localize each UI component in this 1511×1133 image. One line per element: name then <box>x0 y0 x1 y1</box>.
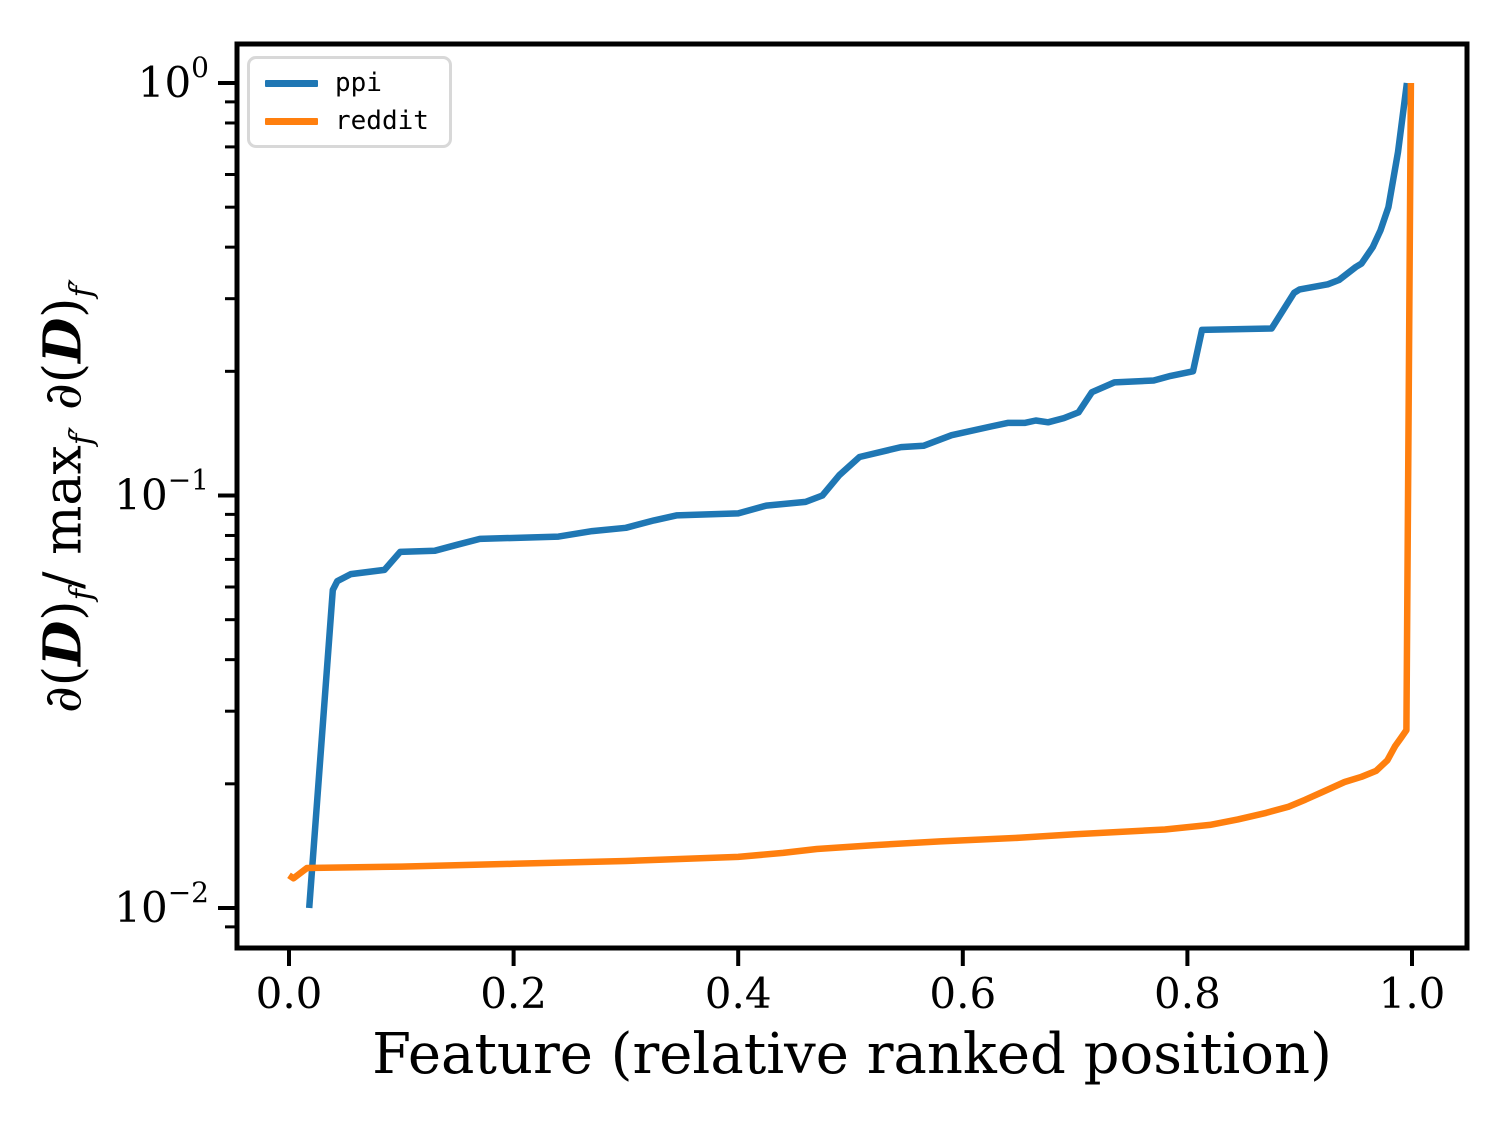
y-axis-label: ∂(D)f/ maxf′ ∂(D)f′ <box>33 279 100 713</box>
axes-spines <box>234 41 1470 951</box>
legend-item-ppi: ppi <box>265 70 429 96</box>
y-axis-label-segment: D <box>32 620 94 666</box>
y-axis-label-segment: ) <box>33 297 94 318</box>
y-axis-label-segment: f <box>63 588 100 601</box>
legend-line-swatch <box>265 79 318 87</box>
y-axis-label-segment: ∂( <box>33 362 94 427</box>
y-tick-label: 100 <box>138 51 209 107</box>
x-tick-label: 1.0 <box>1379 969 1446 1018</box>
y-tick-label: 10−2 <box>114 876 209 932</box>
x-tick-label: 0.4 <box>705 969 772 1018</box>
y-axis-label-segment: / max <box>33 445 94 589</box>
y-axis-label-segment: ∂( <box>33 665 94 714</box>
y-axis-label-segment: ) <box>33 600 94 621</box>
legend-item-reddit: reddit <box>265 108 429 134</box>
x-tick-label: 0.6 <box>929 969 996 1018</box>
x-tick-label: 0.8 <box>1154 969 1221 1018</box>
y-tick-label: 10−1 <box>114 464 209 520</box>
x-tick-label: 0.2 <box>480 969 547 1018</box>
y-axis-label-segment: f′ <box>63 426 100 446</box>
series-line-reddit <box>287 82 1415 882</box>
legend-label: reddit <box>335 106 429 136</box>
y-axis-label-segment: f′ <box>63 278 100 298</box>
x-axis-label: Feature (relative ranked position) <box>372 1022 1332 1087</box>
y-axis-label-segment: D <box>32 317 94 363</box>
x-tick-label: 0.0 <box>256 969 323 1018</box>
legend: ppi reddit <box>247 56 452 148</box>
legend-line-swatch <box>265 117 318 125</box>
legend-label: ppi <box>335 68 382 98</box>
series-line-ppi <box>305 82 1411 909</box>
